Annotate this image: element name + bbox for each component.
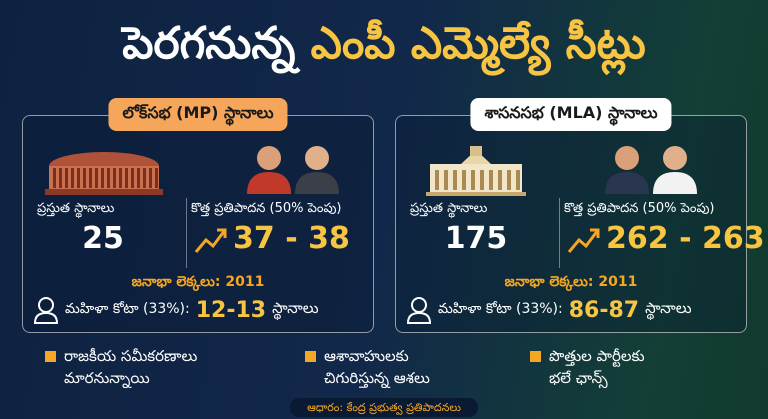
people-icon	[247, 146, 339, 194]
census: జనాభా లెక్కలు: 2011	[131, 274, 265, 290]
current-label: ప్రస్తుత స్థానాలు	[410, 201, 488, 216]
quota-label: మహిళా కోటా (33%):	[65, 300, 190, 317]
current-value: 175	[444, 221, 508, 256]
bullet: ఆశావాహులకు చిగురిస్తున్న ఆశలు	[305, 345, 430, 389]
current-label: ప్రస్తుత స్థానాలు	[37, 201, 115, 216]
current-value: 25	[82, 221, 124, 256]
quota-unit: స్థానాలు	[272, 299, 319, 317]
quota-label: మహిళా కోటా (33%):	[438, 300, 563, 317]
panel-header: లోక్‌సభ (MP) స్థానాలు	[108, 98, 288, 131]
trend-icon	[194, 228, 227, 253]
proposal-value: 37 - 38	[233, 221, 350, 256]
quota-value: 12-13	[195, 297, 267, 323]
title-yellow: ఎంపీ ఎమ్మెల్యే సీట్లు	[310, 18, 646, 69]
bullet-line: పొత్తుల పార్టీలకు	[549, 347, 645, 365]
bullet-line: రాజకీయ సమీకరణాలు	[64, 347, 198, 365]
quota-value: 86-87	[568, 297, 640, 323]
bullet-line: మారనున్నాయి	[64, 369, 150, 387]
assembly-icon	[426, 146, 526, 196]
bullet-line: చిగురిస్తున్న ఆశలు	[324, 369, 430, 387]
quota-unit: స్థానాలు	[645, 299, 692, 317]
panel: లోక్‌సభ (MP) స్థానాలు ప్రస్తుత స్థానాలు …	[22, 98, 374, 333]
quota: మహిళా కోటా (33%): 12-13 స్థానాలు	[33, 296, 319, 324]
title-white: పెరగనున్న	[122, 18, 296, 69]
bullet-line: ఆశావాహులకు	[324, 347, 409, 365]
panel-header: శాసనసభ (MLA) స్థానాలు	[470, 98, 672, 131]
proposal-label: కొత్త ప్రతిపాదన (50% పెంపు)	[564, 201, 715, 216]
divider	[559, 198, 560, 268]
divider	[186, 198, 187, 268]
bullet: పొత్తుల పార్టీలకు భలే ఛాన్స్	[530, 345, 645, 389]
quota: మహిళా కోటా (33%): 86-87 స్థానాలు	[406, 296, 692, 324]
panel: శాసనసభ (MLA) స్థానాలు ప్రస్తుత స్థానాలు …	[395, 98, 765, 333]
parliament-icon	[45, 152, 163, 195]
bullet-line: భలే ఛాన్స్	[549, 369, 608, 387]
bullet: రాజకీయ సమీకరణాలు మారనున్నాయి	[45, 345, 197, 389]
people-icon	[605, 146, 697, 194]
proposal-label: కొత్త ప్రతిపాదన (50% పెంపు)	[191, 201, 342, 216]
census: జనాభా లెక్కలు: 2011	[504, 274, 638, 290]
footer: ఆధారం: కేంద్ర ప్రభుత్వ ప్రతిపాదనలు	[290, 398, 478, 417]
trend-icon	[567, 228, 600, 253]
woman-icon	[406, 297, 432, 324]
woman-icon	[33, 297, 59, 324]
title: పెరగనున్న ఎంపీ ఎమ్మెల్యే సీట్లు	[0, 18, 768, 80]
proposal-value: 262 - 263	[606, 221, 765, 256]
